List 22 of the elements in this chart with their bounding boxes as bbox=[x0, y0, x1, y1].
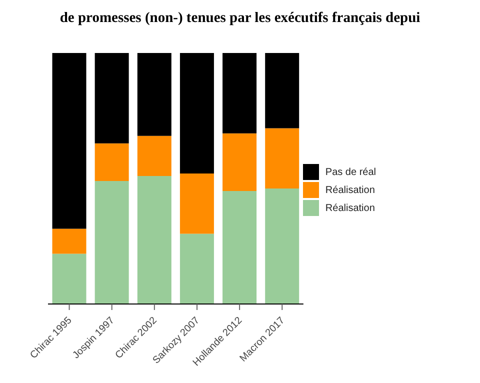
bar bbox=[94, 53, 129, 144]
bar bbox=[222, 133, 257, 192]
bar bbox=[52, 228, 86, 254]
bar bbox=[265, 128, 300, 189]
bar bbox=[180, 234, 214, 304]
bar bbox=[265, 188, 300, 304]
legend-label: Réalisation bbox=[325, 202, 375, 214]
bar bbox=[52, 254, 86, 304]
bar bbox=[137, 136, 172, 176]
bar bbox=[94, 181, 129, 304]
bar bbox=[137, 176, 172, 304]
bar bbox=[265, 53, 300, 128]
bar bbox=[222, 191, 257, 304]
bar bbox=[180, 173, 214, 234]
bar bbox=[137, 53, 172, 136]
legend-label: Réalisation bbox=[325, 184, 375, 196]
legend-label: Pas de réal bbox=[325, 166, 376, 178]
bar bbox=[52, 53, 86, 229]
bar bbox=[180, 53, 214, 174]
bar bbox=[222, 53, 257, 134]
bar bbox=[94, 143, 129, 182]
chart-title: de promesses (non-) tenues par les exécutifs français depui bbox=[58, 10, 422, 27]
